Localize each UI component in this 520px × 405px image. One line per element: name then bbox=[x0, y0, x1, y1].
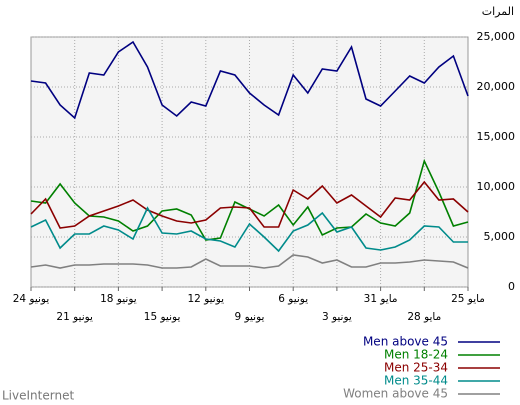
watermark: LiveInternet bbox=[2, 389, 74, 403]
y-tick-label: 15,000 bbox=[477, 130, 516, 143]
y-tick-label: 20,000 bbox=[477, 80, 516, 93]
x-tick-label: 28 مايو bbox=[407, 311, 441, 323]
legend-label: Men 18-24 bbox=[384, 348, 448, 362]
plot-area bbox=[30, 36, 469, 288]
x-tick-label: 18 يونيو bbox=[100, 293, 137, 305]
series-line bbox=[30, 206, 468, 253]
series-line bbox=[30, 254, 469, 269]
x-tick-label: 3 يونيو bbox=[322, 311, 352, 323]
legend-label: Men 25-34 bbox=[384, 361, 448, 375]
x-tick-label: 6 يونيو bbox=[278, 293, 308, 305]
y-tick-label: 25,000 bbox=[477, 30, 516, 43]
y-tick-label: 10,000 bbox=[477, 180, 516, 193]
series-line bbox=[30, 180, 469, 229]
x-tick-label: 15 يونيو bbox=[144, 311, 181, 323]
x-tick-label: 24 يونيو bbox=[13, 293, 50, 305]
legend-label: Men above 45 bbox=[363, 335, 448, 349]
x-tick-label: 31 مايو bbox=[364, 293, 398, 305]
x-tick-label: 21 يونيو bbox=[56, 311, 93, 323]
y-tick-label: 5,000 bbox=[484, 230, 516, 243]
x-tick-label: 25 مايو bbox=[451, 293, 485, 305]
legend-label: Women above 45 bbox=[343, 387, 448, 401]
y-axis-label: المرات bbox=[482, 5, 514, 18]
x-tick-label: 9 يونيو bbox=[235, 311, 265, 323]
y-tick-label: 0 bbox=[508, 280, 515, 293]
legend-label: Men 35-44 bbox=[384, 374, 448, 388]
series-line bbox=[30, 40, 469, 120]
x-tick-label: 12 يونيو bbox=[188, 293, 225, 305]
